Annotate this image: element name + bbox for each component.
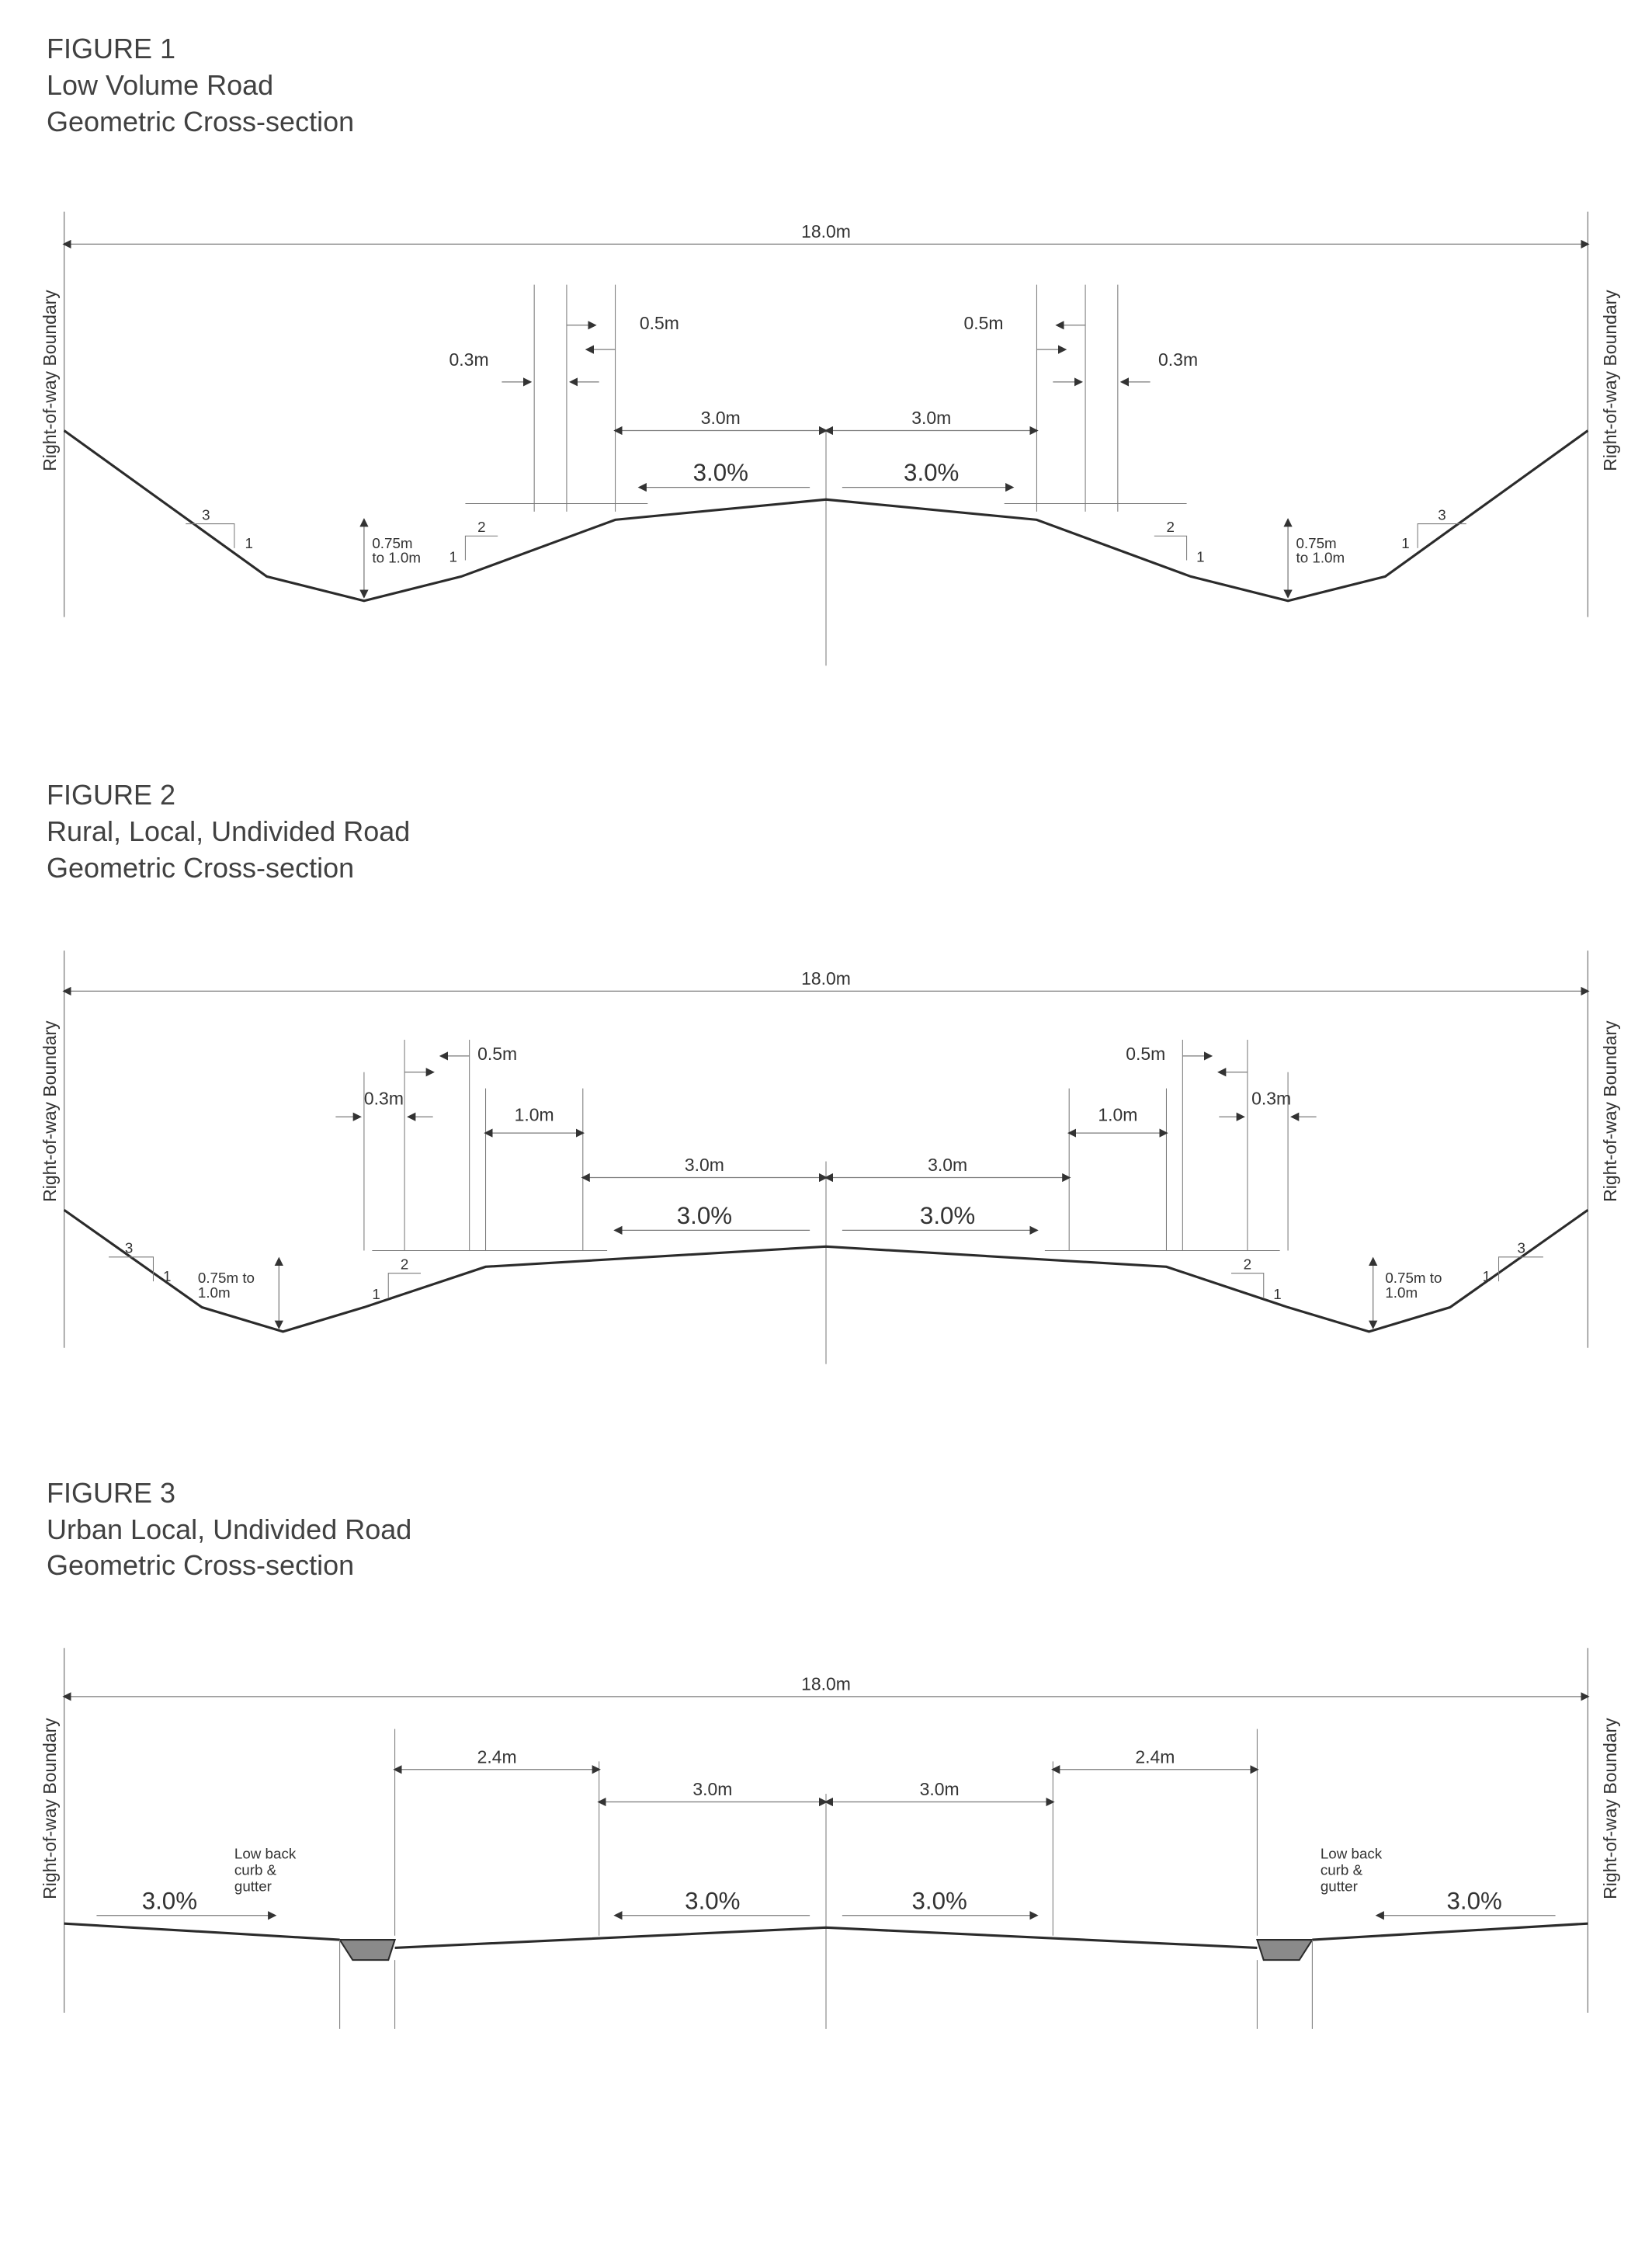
cross-in-left: 3.0% (685, 1887, 740, 1914)
curb-label-left: Low backcurb &gutter (234, 1846, 297, 1895)
svg-text:2: 2 (1244, 1256, 1251, 1272)
shoulder-left: 0.3m (449, 349, 489, 370)
cross-in-right: 3.0% (911, 1887, 967, 1914)
svg-text:3: 3 (1438, 507, 1446, 523)
cross-right: 3.0% (920, 1202, 975, 1229)
row-label-left: Right-of-way Boundary (40, 1020, 60, 1201)
figure-2-subtitle-2: Geometric Cross-section (47, 850, 1636, 887)
figure-1-title: FIGURE 1 Low Volume Road Geometric Cross… (47, 31, 1636, 140)
figure-3-diagram: Right-of-way Boundary Right-of-way Bound… (16, 1607, 1636, 2062)
figure-1-heading: FIGURE 1 (47, 31, 1636, 68)
cross-left: 3.0% (677, 1202, 732, 1229)
svg-text:3: 3 (1518, 1239, 1525, 1256)
lane-right: 3.0m (928, 1155, 967, 1175)
svg-text:2: 2 (1166, 519, 1174, 535)
row-label-left: Right-of-way Boundary (40, 290, 60, 471)
svg-text:1: 1 (1196, 549, 1204, 565)
ditch-left: 0.75m to1.0m (198, 1270, 255, 1301)
rounding-left: 0.5m (477, 1044, 517, 1064)
figure-1-diagram: Right-of-way Boundary Right-of-way Bound… (16, 163, 1636, 731)
cross-out-left: 3.0% (142, 1887, 197, 1914)
cross-left: 3.0% (693, 460, 748, 487)
rounding-right: 0.5m (1126, 1044, 1165, 1064)
ditch-right: 0.75mto 1.0m (1296, 535, 1345, 566)
svg-text:3: 3 (202, 507, 210, 523)
figure-1-subtitle-1: Low Volume Road (47, 68, 1636, 104)
curb-label-right: Low backcurb &gutter (1321, 1846, 1383, 1895)
row-label-right: Right-of-way Boundary (1600, 1718, 1620, 1899)
lane-right: 3.0m (911, 408, 951, 429)
svg-text:3: 3 (125, 1239, 133, 1256)
row-label-right: Right-of-way Boundary (1600, 1020, 1620, 1201)
rounding-left: 0.5m (640, 313, 679, 333)
svg-text:1: 1 (1401, 535, 1409, 551)
extra-right: 1.0m (1098, 1104, 1137, 1124)
parking-right: 2.4m (1135, 1747, 1175, 1767)
lane-left: 3.0m (701, 408, 741, 429)
figure-2-diagram: Right-of-way Boundary Right-of-way Bound… (16, 910, 1636, 1429)
cross-out-right: 3.0% (1447, 1887, 1502, 1914)
figure-1-subtitle-2: Geometric Cross-section (47, 104, 1636, 141)
lane-right: 3.0m (920, 1779, 960, 1799)
ditch-left: 0.75mto 1.0m (372, 535, 421, 566)
figure-2-heading: FIGURE 2 (47, 777, 1636, 814)
row-label-left: Right-of-way Boundary (40, 1718, 60, 1899)
figure-3-subtitle-2: Geometric Cross-section (47, 1548, 1636, 1584)
svg-text:2: 2 (477, 519, 485, 535)
figure-3: FIGURE 3 Urban Local, Undivided Road Geo… (16, 1475, 1636, 2062)
total-width: 18.0m (801, 221, 851, 241)
figure-1: FIGURE 1 Low Volume Road Geometric Cross… (16, 31, 1636, 731)
svg-text:1: 1 (163, 1268, 171, 1284)
ditch-right: 0.75m to1.0m (1385, 1270, 1442, 1301)
figure-2-title: FIGURE 2 Rural, Local, Undivided Road Ge… (47, 777, 1636, 886)
svg-text:1: 1 (1273, 1286, 1281, 1302)
rounding-right: 0.5m (963, 313, 1003, 333)
extra-left: 1.0m (515, 1104, 554, 1124)
total-width: 18.0m (801, 1674, 851, 1694)
figure-3-subtitle-1: Urban Local, Undivided Road (47, 1512, 1636, 1548)
figure-2-subtitle-1: Rural, Local, Undivided Road (47, 814, 1636, 850)
svg-text:1: 1 (1483, 1268, 1491, 1284)
cross-right: 3.0% (904, 460, 959, 487)
svg-text:1: 1 (372, 1286, 380, 1302)
svg-text:1: 1 (245, 535, 252, 551)
figure-2: FIGURE 2 Rural, Local, Undivided Road Ge… (16, 777, 1636, 1429)
shoulder-right: 0.3m (1158, 349, 1198, 370)
row-label-right: Right-of-way Boundary (1600, 290, 1620, 471)
svg-text:2: 2 (401, 1256, 408, 1272)
parking-left: 2.4m (477, 1747, 517, 1767)
figure-3-heading: FIGURE 3 (47, 1475, 1636, 1512)
shoulder-left: 0.3m (364, 1088, 404, 1108)
figure-3-title: FIGURE 3 Urban Local, Undivided Road Geo… (47, 1475, 1636, 1584)
total-width: 18.0m (801, 968, 851, 989)
svg-text:1: 1 (449, 549, 457, 565)
lane-left: 3.0m (685, 1155, 724, 1175)
shoulder-right: 0.3m (1251, 1088, 1291, 1108)
lane-left: 3.0m (692, 1779, 732, 1799)
